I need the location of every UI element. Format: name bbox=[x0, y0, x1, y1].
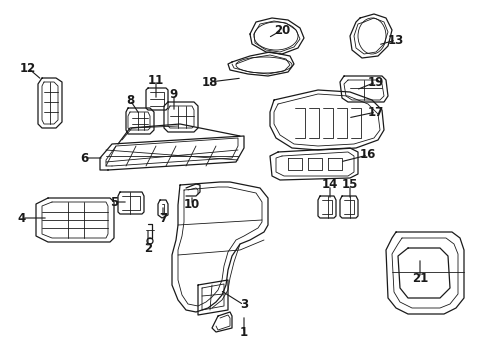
Text: 12: 12 bbox=[20, 62, 36, 75]
Text: 5: 5 bbox=[110, 195, 118, 208]
Text: 15: 15 bbox=[341, 179, 357, 192]
Text: 16: 16 bbox=[359, 148, 375, 162]
Text: 14: 14 bbox=[321, 179, 338, 192]
Text: 2: 2 bbox=[143, 242, 152, 255]
Text: 19: 19 bbox=[367, 76, 384, 89]
Text: 18: 18 bbox=[202, 76, 218, 89]
Text: 9: 9 bbox=[169, 89, 178, 102]
Text: 4: 4 bbox=[18, 211, 26, 225]
Text: 8: 8 bbox=[125, 94, 134, 107]
Text: 3: 3 bbox=[240, 298, 247, 311]
Text: 13: 13 bbox=[387, 33, 403, 46]
Text: 10: 10 bbox=[183, 198, 200, 211]
Text: 1: 1 bbox=[240, 327, 247, 339]
Text: 6: 6 bbox=[80, 152, 88, 165]
Text: 20: 20 bbox=[273, 23, 289, 36]
Text: 11: 11 bbox=[147, 73, 164, 86]
Text: 17: 17 bbox=[367, 105, 384, 118]
Text: 21: 21 bbox=[411, 271, 427, 284]
Text: 7: 7 bbox=[159, 211, 167, 225]
